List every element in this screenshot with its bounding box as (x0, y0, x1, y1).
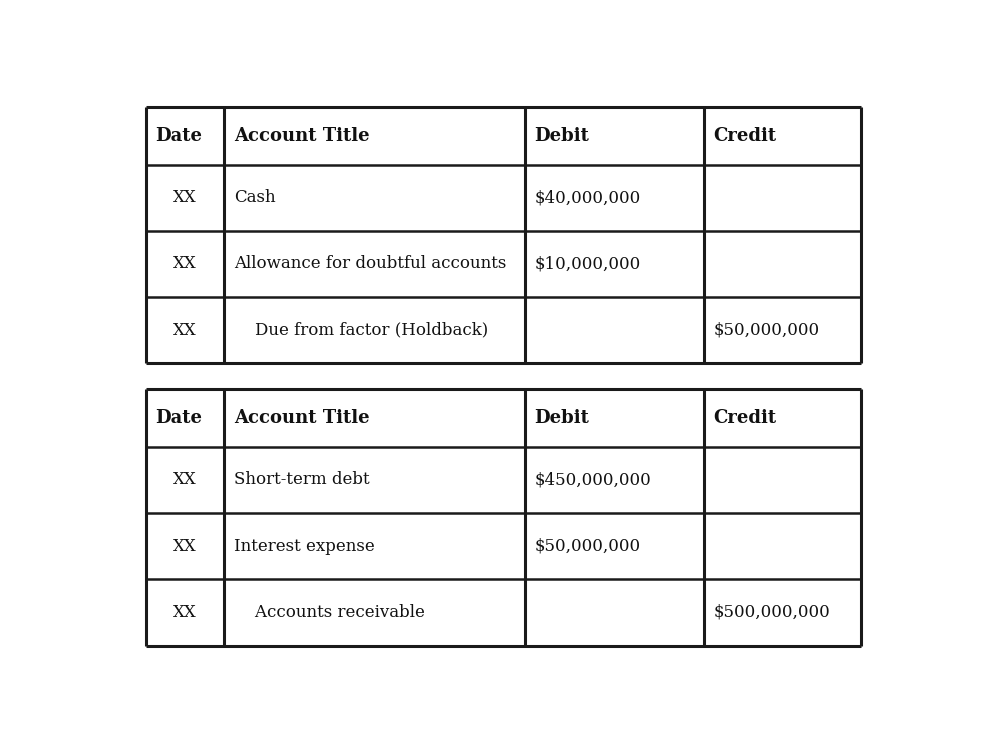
Text: XX: XX (173, 256, 196, 272)
Text: Credit: Credit (714, 409, 777, 427)
Text: $450,000,000: $450,000,000 (534, 471, 651, 488)
Text: XX: XX (173, 471, 196, 488)
Text: XX: XX (173, 538, 196, 555)
Text: Date: Date (155, 127, 202, 145)
Text: Debit: Debit (534, 409, 589, 427)
Text: Cash: Cash (234, 189, 276, 206)
Text: $10,000,000: $10,000,000 (534, 256, 641, 272)
Text: $50,000,000: $50,000,000 (714, 322, 820, 339)
Bar (145, 107, 861, 165)
Bar (145, 389, 861, 447)
Text: Account Title: Account Title (234, 127, 370, 145)
Bar (145, 165, 861, 231)
Bar (145, 297, 861, 364)
Text: Short-term debt: Short-term debt (234, 471, 370, 488)
Bar (145, 231, 861, 297)
Bar (145, 447, 861, 513)
Bar (145, 513, 861, 580)
Text: Interest expense: Interest expense (234, 538, 375, 555)
Text: $50,000,000: $50,000,000 (534, 538, 641, 555)
Text: Debit: Debit (534, 127, 589, 145)
Bar (145, 580, 861, 646)
Text: XX: XX (173, 322, 196, 339)
Text: Credit: Credit (714, 127, 777, 145)
Text: Allowance for doubtful accounts: Allowance for doubtful accounts (234, 256, 507, 272)
Text: Account Title: Account Title (234, 409, 370, 427)
Text: Date: Date (155, 409, 202, 427)
Text: XX: XX (173, 604, 196, 621)
Text: XX: XX (173, 189, 196, 206)
Text: $500,000,000: $500,000,000 (714, 604, 830, 621)
Text: $40,000,000: $40,000,000 (534, 189, 641, 206)
Text: Accounts receivable: Accounts receivable (234, 604, 425, 621)
Text: Due from factor (Holdback): Due from factor (Holdback) (234, 322, 488, 339)
